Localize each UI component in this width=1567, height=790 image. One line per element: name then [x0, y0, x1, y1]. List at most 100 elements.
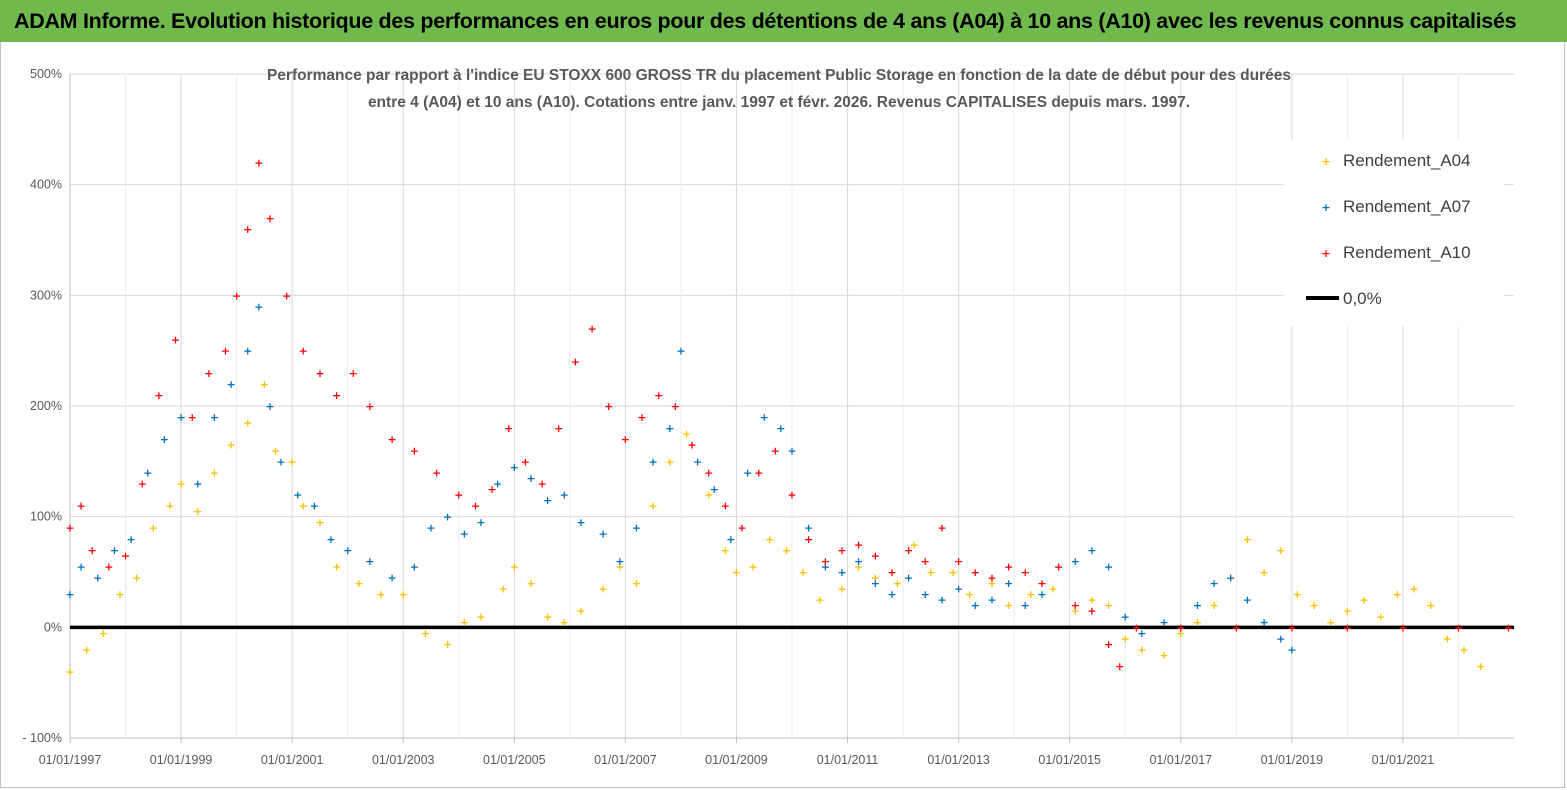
point-a10: + [138, 477, 147, 490]
point-a07: + [599, 527, 608, 540]
point-a04: + [632, 577, 641, 590]
point-a10: + [1343, 621, 1352, 634]
point-a10: + [771, 444, 780, 457]
point-a07: + [821, 560, 830, 573]
y-tick-label: 300% [30, 288, 62, 302]
point-a04: + [299, 500, 308, 513]
point-a10: + [243, 223, 252, 236]
point-a04: + [193, 505, 202, 518]
point-a10: + [349, 367, 358, 380]
point-a07: + [243, 345, 252, 358]
point-a04: + [1071, 605, 1080, 618]
point-a07: + [160, 433, 169, 446]
point-a10: + [1004, 560, 1013, 573]
point-a10: + [454, 489, 463, 502]
point-a10: + [521, 455, 530, 468]
point-a07: + [937, 594, 946, 607]
point-a04: + [1393, 588, 1402, 601]
point-a07: + [543, 494, 552, 507]
title-banner: ADAM Informe. Evolution historique des p… [0, 0, 1567, 42]
point-a04: + [1193, 616, 1202, 629]
point-a07: + [126, 533, 135, 546]
x-tick-label: 01/01/2019 [1261, 753, 1324, 767]
point-a10: + [721, 500, 730, 513]
x-tick-label: 01/01/2017 [1149, 753, 1212, 767]
point-a07: + [1087, 544, 1096, 557]
point-a10: + [299, 345, 308, 358]
point-a07: + [265, 400, 274, 413]
point-a10: + [621, 433, 630, 446]
point-a07: + [1276, 632, 1285, 645]
point-a07: + [615, 555, 624, 568]
point-a10: + [1176, 621, 1185, 634]
point-a07: + [1226, 572, 1235, 585]
chart-svg: - 100% 0% 100% 200% 300% 400% 500% 01/01/1997 01… [22, 67, 1514, 767]
point-a04: + [1159, 649, 1168, 662]
point-a04: + [576, 605, 585, 618]
point-a10: + [76, 500, 85, 513]
point-a04: + [782, 544, 791, 557]
y-tick-label: 200% [30, 399, 62, 413]
point-a04: + [288, 455, 297, 468]
point-a04: + [615, 560, 624, 573]
point-a04: + [315, 516, 324, 529]
point-a04: + [226, 439, 235, 452]
point-a04: + [115, 588, 124, 601]
point-a10: + [104, 560, 113, 573]
y-tick-label: 100% [30, 510, 62, 524]
point-a07: + [954, 583, 963, 596]
point-a10: + [432, 466, 441, 479]
point-a07: + [1287, 643, 1296, 656]
axes: - 100% 0% 100% 200% 300% 400% 500% 01/01/1997 01… [22, 67, 1514, 767]
point-a10: + [265, 212, 274, 225]
point-a07: + [210, 411, 219, 424]
point-a04: + [1104, 599, 1113, 612]
point-a04: + [965, 588, 974, 601]
point-a04: + [132, 572, 141, 585]
point-a07: + [526, 472, 535, 485]
point-a07: + [443, 511, 452, 524]
legend: + Rendement_A04 + Rendement_A07 + Rendement_A… [1284, 140, 1504, 326]
point-a04: + [149, 522, 158, 535]
point-a10: + [921, 555, 930, 568]
point-a07: + [921, 588, 930, 601]
point-a10: + [315, 367, 324, 380]
point-a04: + [704, 489, 713, 502]
point-a04: + [210, 466, 219, 479]
x-tick-label: 01/01/2001 [261, 753, 324, 767]
point-a07: + [1159, 616, 1168, 629]
point-a04: + [1359, 594, 1368, 607]
point-a07: + [1037, 588, 1046, 601]
x-tick-label: 01/01/2015 [1038, 753, 1101, 767]
point-a07: + [743, 466, 752, 479]
point-a04: + [82, 643, 91, 656]
point-a10: + [232, 289, 241, 302]
point-a10: + [854, 538, 863, 551]
point-a10: + [121, 549, 130, 562]
point-a04: + [1293, 588, 1302, 601]
point-a07: + [493, 477, 502, 490]
point-a04: + [682, 428, 691, 441]
chart-title-line: Performance par rapport à l'indice EU ST… [267, 67, 1291, 84]
point-a04: + [854, 560, 863, 573]
x-tick-label: 01/01/2013 [927, 753, 990, 767]
point-a07: + [93, 572, 102, 585]
point-a07: + [476, 516, 485, 529]
point-a04: + [649, 500, 658, 513]
point-a04: + [910, 538, 919, 551]
point-a04: + [526, 577, 535, 590]
point-a07: + [510, 461, 519, 474]
point-a10: + [971, 566, 980, 579]
point-a10: + [332, 389, 341, 402]
point-a10: + [987, 572, 996, 585]
point-a04: + [1176, 627, 1185, 640]
legend-swatch-a07: + [1321, 201, 1330, 214]
point-a04: + [376, 588, 385, 601]
point-a10: + [654, 389, 663, 402]
point-a07: + [632, 522, 641, 535]
point-a04: + [721, 544, 730, 557]
point-a04: + [871, 572, 880, 585]
point-a07: + [276, 455, 285, 468]
legend-label: Rendement_A10 [1343, 243, 1471, 262]
point-a10: + [571, 356, 580, 369]
